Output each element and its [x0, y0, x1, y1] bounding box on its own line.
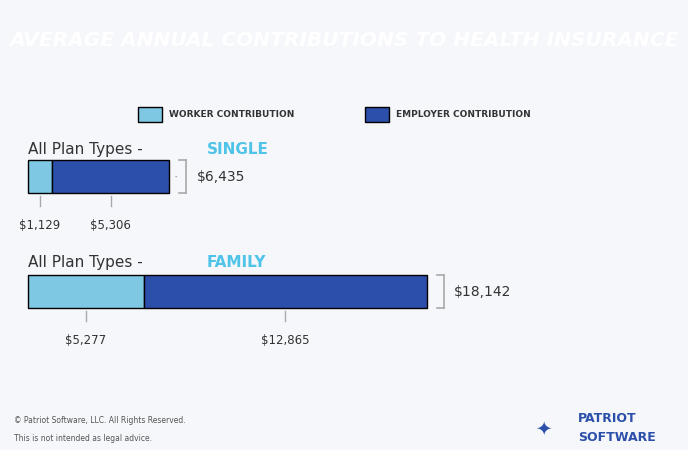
Text: All Plan Types -: All Plan Types -	[28, 255, 147, 270]
Text: AVERAGE ANNUAL CONTRIBUTIONS TO HEALTH INSURANCE: AVERAGE ANNUAL CONTRIBUTIONS TO HEALTH I…	[10, 31, 678, 50]
Text: $5,306: $5,306	[90, 219, 131, 232]
Text: ✦: ✦	[535, 419, 552, 438]
FancyBboxPatch shape	[138, 107, 162, 122]
Text: All Plan Types -: All Plan Types -	[28, 142, 147, 157]
Text: $18,142: $18,142	[454, 284, 511, 299]
Text: $6,435: $6,435	[197, 170, 245, 184]
Text: WORKER CONTRIBUTION: WORKER CONTRIBUTION	[169, 109, 294, 118]
FancyBboxPatch shape	[28, 275, 144, 308]
Text: This is not intended as legal advice.: This is not intended as legal advice.	[14, 434, 152, 443]
Text: SINGLE: SINGLE	[206, 142, 268, 157]
Text: $12,865: $12,865	[261, 334, 310, 346]
Text: $5,277: $5,277	[65, 334, 106, 346]
Text: © Patriot Software, LLC. All Rights Reserved.: © Patriot Software, LLC. All Rights Rese…	[14, 416, 185, 425]
FancyBboxPatch shape	[28, 160, 52, 193]
FancyBboxPatch shape	[365, 107, 389, 122]
Text: PATRIOT: PATRIOT	[578, 412, 636, 425]
FancyBboxPatch shape	[144, 275, 427, 308]
Text: SOFTWARE: SOFTWARE	[578, 431, 656, 444]
Text: EMPLOYER CONTRIBUTION: EMPLOYER CONTRIBUTION	[396, 109, 530, 118]
Text: $1,129: $1,129	[19, 219, 61, 232]
Text: FAMILY: FAMILY	[206, 255, 266, 270]
FancyBboxPatch shape	[52, 160, 169, 193]
